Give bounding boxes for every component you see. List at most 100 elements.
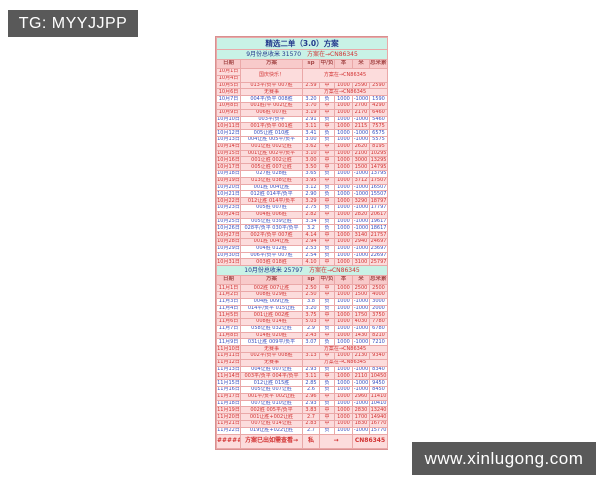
cell-date: 10月29日	[216, 244, 241, 253]
cell-stake: 1000	[334, 163, 353, 171]
cell-total: 6460	[368, 108, 389, 117]
month-total-text: 9月份总收米 31570	[246, 50, 308, 58]
cell-plan: 004胜 009让胜	[240, 297, 303, 306]
cell-win: 3100	[352, 258, 370, 267]
result-row-win: 11月20日 001让胜+002让胜 2.7 中 1000 1700 14940	[216, 413, 389, 422]
cell-win: 3000	[352, 156, 370, 165]
cell-win: 2940	[352, 237, 370, 246]
cell-stake: 1000	[334, 156, 353, 165]
cell-sp: 3.75	[302, 311, 320, 320]
cell-total: 9450	[368, 379, 389, 388]
cell-plan: 001平/负平 002让胜	[240, 392, 303, 401]
cell-win: -1000	[352, 386, 370, 394]
result-row-loss: 10月29日 004胜 012胜 2.53 负 1000 -1000 23697	[216, 244, 389, 253]
cell-plan: 012让胜 015胜	[240, 379, 303, 388]
cell-plan: 001胜/平 002让胜	[240, 101, 303, 110]
cell-result: 负	[319, 217, 335, 226]
telegram-handle-text: TG: MYYJJPP	[18, 14, 128, 32]
result-row-loss: 10月7日 004平/负平 008胜 3.20 负 1000 -1000 1590	[216, 95, 389, 103]
cell-sp: 3.12	[302, 183, 320, 192]
cell-plan: 001让胜 002让胜	[240, 156, 303, 165]
cell-sp: 2.82	[302, 210, 320, 219]
cell-total: 5575	[368, 135, 389, 144]
column-header-3: 中/负	[319, 59, 335, 69]
cell-date: 10月21日	[216, 190, 241, 199]
cell-win: 1750	[352, 311, 370, 320]
cell-result: 中	[319, 372, 335, 381]
cell-result: 中	[319, 290, 335, 299]
cell-date: 10月17日	[216, 163, 241, 171]
cell-win: -1000	[352, 251, 370, 260]
cell-stake: 1000	[334, 406, 353, 415]
cell-date: 10月27日	[216, 231, 241, 239]
cell-date: 11月10日	[216, 345, 241, 354]
cell-win: -1000	[352, 135, 370, 144]
cell-plan: 003平/负平 004平/负平	[240, 372, 303, 381]
cell-stake: 1000	[334, 251, 353, 260]
no-match-label: 无赛事	[240, 345, 303, 354]
footer-channel: 私	[302, 433, 320, 449]
cell-date: 11月17日	[216, 392, 241, 401]
cell-total: 10410	[368, 399, 389, 408]
cell-total: 18617	[368, 224, 389, 233]
cell-result: 负	[319, 386, 335, 394]
cell-plan: 031让胜 009平/负平	[240, 338, 303, 347]
result-row-loss: 11月7日 058让胜 032让胜 2.9 负 1000 -1000 6780	[216, 324, 389, 333]
cell-stake: 1000	[334, 386, 353, 394]
cell-stake: 1000	[334, 190, 353, 199]
cell-result: 中	[319, 352, 335, 360]
result-row-loss: 10月10日 003平/负平 2.91 负 1000 -1000 5460	[216, 115, 389, 124]
result-row-win: 10月19日 013让胜 038让胜 3.95 中 1000 3712 17507	[216, 176, 389, 185]
cell-sp: 2.94	[302, 237, 320, 246]
cell-plan: 002平/负平 007胜	[240, 231, 303, 239]
result-row-win: 11月1日 002胜 007让胜 2.50 中 1000 2500 2500	[216, 284, 389, 292]
cell-sp: 3.13	[302, 352, 320, 360]
cell-stake: 1000	[334, 426, 353, 435]
cell-win: 2830	[352, 406, 370, 415]
cell-sp: 2.93	[302, 399, 320, 408]
cell-date: 11月12日	[216, 358, 241, 367]
cell-total: 13795	[368, 169, 389, 178]
cell-plan: 002平/负平 008胜	[240, 352, 303, 360]
cell-result: 负	[319, 244, 335, 253]
cell-result: 负	[319, 190, 335, 199]
no-match-row: 11月10日 无赛事 方案在→CN86345	[216, 345, 389, 354]
cell-win: 3290	[352, 197, 370, 205]
cell-result: 负	[319, 203, 335, 212]
cell-sp: 3.11	[302, 122, 320, 131]
cell-plan: 005让胜 007让胜	[240, 386, 303, 394]
cell-stake: 1000	[334, 224, 353, 233]
cell-sp: 2.93	[302, 365, 320, 374]
cell-stake: 1000	[334, 203, 353, 212]
month-total-text: 10月份总收米 25797	[244, 266, 309, 274]
cell-stake: 1000	[334, 244, 353, 253]
cell-total: 20617	[368, 210, 389, 219]
cell-sp: 3.34	[302, 217, 320, 226]
telegram-watermark-badge: TG: MYYJJPP	[8, 10, 138, 37]
cell-date: 11月6日	[216, 318, 241, 326]
cell-sp: 2.9	[302, 324, 320, 333]
cell-date: 10月26日	[216, 224, 241, 233]
cell-total: 23697	[368, 244, 389, 253]
cell-total: 7210	[368, 338, 389, 347]
column-header-2: sp	[302, 275, 320, 286]
cell-stake: 1000	[334, 379, 353, 388]
cell-win: -1000	[352, 129, 370, 137]
no-match-label: 无赛事	[240, 88, 303, 97]
cell-total: 15507	[368, 190, 389, 199]
cell-result: 中	[319, 149, 335, 158]
cell-total: 8340	[368, 365, 389, 374]
cell-sp: 4.14	[302, 231, 320, 239]
cell-result: 中	[319, 413, 335, 422]
cell-sp: 3.29	[302, 197, 320, 205]
cell-date: 10月1日	[216, 68, 241, 76]
result-row-win: 10月8日 001胜/平 002让胜 3.70 中 1000 2700 4290	[216, 101, 389, 110]
cell-sp: 3.50	[302, 163, 320, 171]
cell-total: 9340	[368, 352, 389, 360]
plan-location-text: 方案在→CN86345	[308, 266, 360, 274]
cell-total: 6575	[368, 129, 389, 137]
result-row-loss: 11月16日 005让胜 007让胜 2.6 负 1000 -1000 8450	[216, 386, 389, 394]
cell-date: 10月22日	[216, 197, 241, 205]
cell-stake: 1000	[334, 142, 353, 151]
cell-date: 11月4日	[216, 304, 241, 313]
